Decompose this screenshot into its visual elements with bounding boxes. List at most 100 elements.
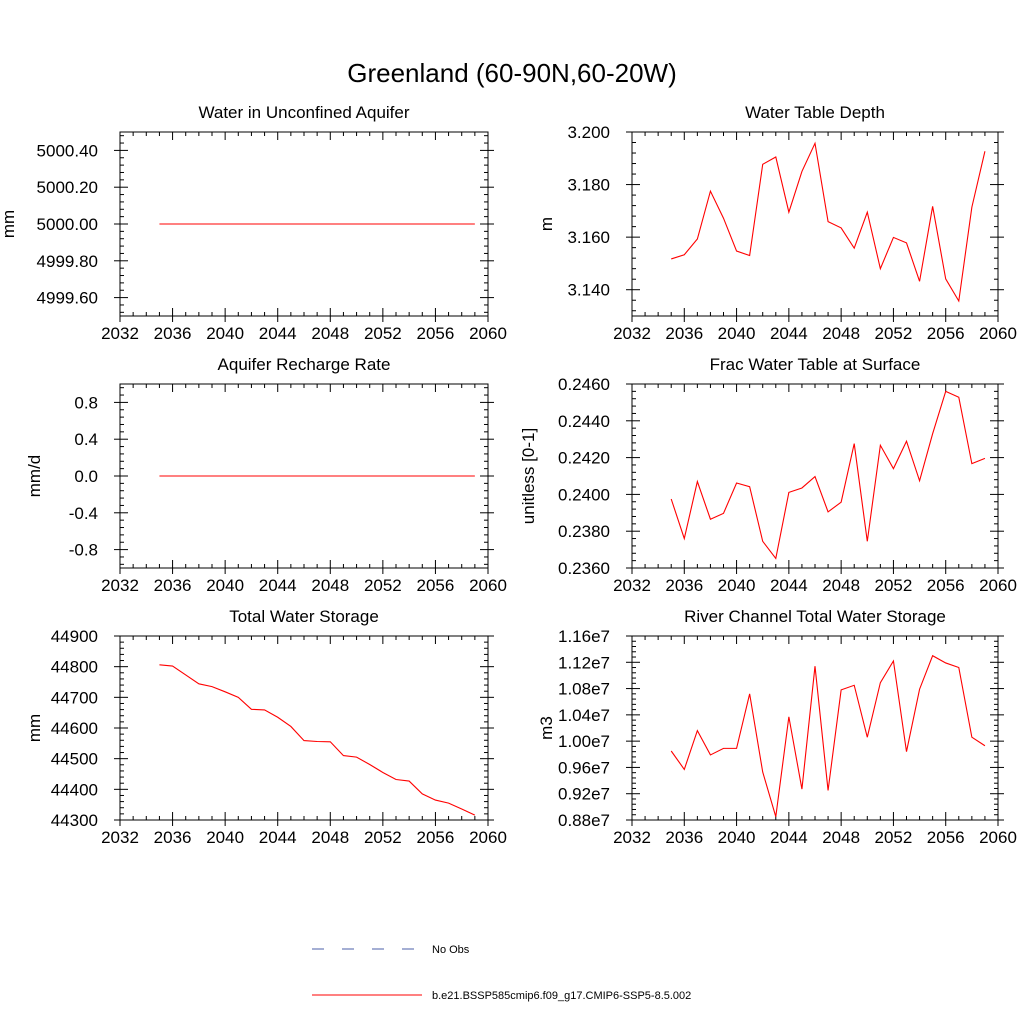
y-tick-label: -0.8 [69,541,98,560]
panel-title: Aquifer Recharge Rate [218,355,391,374]
panel-title: Water in Unconfined Aquifer [198,103,409,122]
x-tick-label: 2056 [927,828,965,847]
x-tick-label: 2040 [206,324,244,343]
y-tick-label: 1.16e7 [558,627,610,646]
y-tick-label: 0.2420 [558,449,610,468]
y-tick-label: 0.88e7 [558,811,610,830]
x-tick-label: 2032 [613,576,651,595]
y-tick-label: -0.4 [69,504,98,523]
y-tick-label: 4999.80 [37,252,98,271]
x-tick-label: 2032 [101,828,139,847]
x-tick-label: 2048 [311,324,349,343]
x-tick-label: 2032 [101,576,139,595]
x-tick-label: 2060 [979,324,1017,343]
x-tick-label: 2040 [718,576,756,595]
x-tick-label: 2048 [311,576,349,595]
y-tick-label: 44600 [51,719,98,738]
y-tick-label: 0.92e7 [558,785,610,804]
series-line-1 [670,390,986,560]
y-tick-label: 1.04e7 [558,706,610,725]
figure-title: Greenland (60-90N,60-20W) [347,58,677,88]
panel-2: Water Table Depth 2032 2036 2040 2044 2048 205… [537,103,1017,343]
x-tick-label: 2040 [206,828,244,847]
panel-5: Total Water Storage 2032 2036 2040 2044 2048 2… [25,607,507,847]
x-tick-label: 2060 [469,576,507,595]
x-tick-label: 2036 [665,828,703,847]
x-tick-label: 2044 [770,828,808,847]
panel-title: Water Table Depth [745,103,885,122]
x-tick-label: 2044 [259,324,297,343]
panel-3: Aquifer Recharge Rate 2032 2036 2040 2044 204… [25,355,507,595]
y-tick-label: 3.200 [567,123,610,142]
panels-group: Water in Unconfined Aquifer 2032 2036 2040 2… [0,103,1017,847]
y-tick-label: 1.12e7 [558,653,610,672]
x-tick-label: 2036 [154,828,192,847]
plot-frame [119,635,489,821]
x-tick-label: 2052 [364,324,402,343]
y-tick-label: 0.2400 [558,485,610,504]
x-tick-label: 2040 [206,576,244,595]
x-tick-label: 2052 [875,324,913,343]
legend-label-no-obs: No Obs [432,944,470,956]
x-tick-label: 2044 [259,576,297,595]
x-tick-label: 2036 [665,576,703,595]
x-tick-label: 2056 [417,324,455,343]
panel-title: Total Water Storage [229,607,379,626]
x-tick-label: 2048 [822,576,860,595]
x-tick-label: 2048 [822,828,860,847]
y-tick-label: 0.4 [74,430,98,449]
series-line-1 [159,664,476,816]
y-tick-label: 0.2440 [558,412,610,431]
x-tick-label: 2036 [154,576,192,595]
y-tick-label: 44500 [51,750,98,769]
x-tick-label: 2052 [875,576,913,595]
y-tick-label: 0.0 [74,467,98,486]
plot-frame [631,635,999,821]
x-tick-label: 2048 [822,324,860,343]
x-tick-label: 2056 [417,576,455,595]
x-tick-label: 2056 [927,576,965,595]
legend-label-model-run: b.e21.BSSP585cmip6.f09_g17.CMIP6-SSP5-8.… [432,990,691,1002]
y-axis-label: mm [25,714,44,742]
y-tick-label: 44400 [51,780,98,799]
x-tick-label: 2044 [259,828,297,847]
x-tick-label: 2056 [927,324,965,343]
x-tick-label: 2044 [770,576,808,595]
x-tick-label: 2040 [718,324,756,343]
y-tick-label: 3.140 [567,281,610,300]
x-tick-label: 2052 [875,828,913,847]
x-tick-label: 2036 [665,324,703,343]
panel-title: River Channel Total Water Storage [684,607,946,626]
legend-item-no-obs: No Obs [312,944,470,956]
x-tick-label: 2060 [979,828,1017,847]
legend: No Obs b.e21.BSSP585cmip6.f09_g17.CMIP6-… [312,944,691,1002]
y-tick-label: 1.00e7 [558,732,610,751]
y-tick-label: 5000.20 [37,178,98,197]
panel-4: Frac Water Table at Surface 2032 2036 2040 2… [519,355,1017,595]
y-axis-label: m [537,217,556,231]
series-line-1 [670,654,986,817]
y-tick-label: 3.160 [567,228,610,247]
y-axis-label: mm [0,210,18,238]
panel-title: Frac Water Table at Surface [710,355,921,374]
legend-item-model-run: b.e21.BSSP585cmip6.f09_g17.CMIP6-SSP5-8.… [312,990,691,1002]
y-tick-label: 44800 [51,658,98,677]
y-tick-label: 5000.00 [37,215,98,234]
y-tick-label: 0.96e7 [558,758,610,777]
y-tick-label: 5000.40 [37,141,98,160]
y-tick-label: 0.2360 [558,559,610,578]
y-tick-label: 0.2460 [558,375,610,394]
x-tick-label: 2036 [154,324,192,343]
x-tick-label: 2048 [311,828,349,847]
y-axis-label: unitless [0-1] [519,428,538,524]
x-tick-label: 2032 [101,324,139,343]
x-tick-label: 2052 [364,828,402,847]
y-tick-label: 44300 [51,811,98,830]
y-axis-label: mm/d [25,455,44,498]
plot-frame [631,131,999,317]
x-tick-label: 2044 [770,324,808,343]
x-tick-label: 2032 [613,324,651,343]
y-axis-label: m3 [537,716,556,740]
y-tick-label: 44900 [51,627,98,646]
